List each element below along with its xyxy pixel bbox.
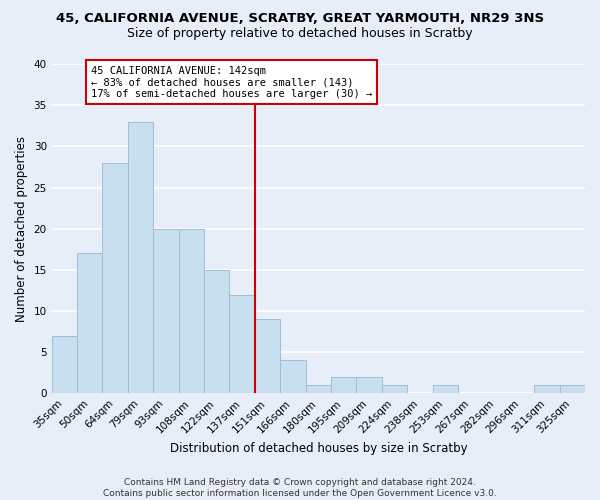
Bar (204, 270, 229, 394)
Bar (179, 228, 204, 394)
Text: 45, CALIFORNIA AVENUE, SCRATBY, GREAT YARMOUTH, NR29 3NS: 45, CALIFORNIA AVENUE, SCRATBY, GREAT YA… (56, 12, 544, 26)
Bar (534, 385, 560, 394)
Text: Size of property relative to detached houses in Scratby: Size of property relative to detached ho… (127, 28, 473, 40)
Bar (229, 294, 255, 394)
Text: 45 CALIFORNIA AVENUE: 142sqm
← 83% of detached houses are smaller (143)
17% of s: 45 CALIFORNIA AVENUE: 142sqm ← 83% of de… (91, 66, 372, 99)
X-axis label: Distribution of detached houses by size in Scratby: Distribution of detached houses by size … (170, 442, 467, 455)
Bar (52, 336, 77, 394)
Bar (103, 163, 128, 394)
Bar (356, 377, 382, 394)
Bar (560, 385, 585, 394)
Bar (77, 254, 103, 394)
Y-axis label: Number of detached properties: Number of detached properties (15, 136, 28, 322)
Bar (331, 377, 356, 394)
Bar (433, 385, 458, 394)
Bar (255, 319, 280, 394)
Bar (382, 385, 407, 394)
Bar (153, 228, 179, 394)
Bar (280, 360, 305, 394)
Bar (128, 122, 153, 394)
Text: Contains HM Land Registry data © Crown copyright and database right 2024.
Contai: Contains HM Land Registry data © Crown c… (103, 478, 497, 498)
Bar (305, 385, 331, 394)
